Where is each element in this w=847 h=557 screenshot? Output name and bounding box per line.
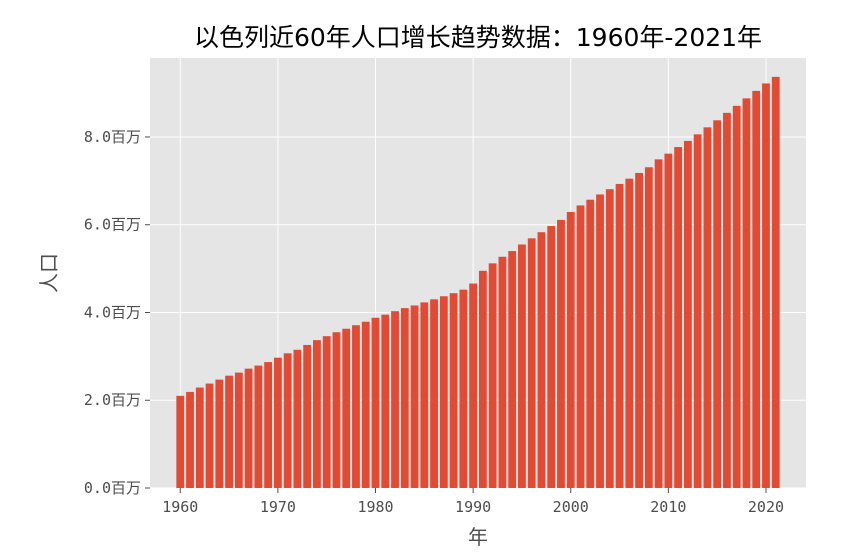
bar — [381, 314, 390, 488]
bar — [723, 112, 731, 489]
x-tick-label: 1970 — [260, 498, 296, 516]
bar — [605, 189, 614, 488]
bar — [586, 199, 595, 488]
bar — [215, 379, 224, 488]
bar — [635, 172, 643, 489]
bar — [391, 311, 399, 488]
bar — [332, 332, 341, 488]
bar — [234, 372, 243, 488]
bar — [498, 256, 507, 488]
x-tick-label: 1990 — [455, 498, 491, 516]
bar — [303, 344, 312, 488]
bar — [762, 83, 770, 489]
bar — [771, 76, 780, 489]
bar — [566, 212, 575, 489]
bar — [195, 387, 204, 488]
bar — [732, 105, 741, 488]
bar — [449, 293, 458, 488]
bar — [527, 238, 536, 488]
bar — [713, 120, 722, 488]
bar — [654, 159, 663, 488]
bar — [693, 134, 702, 489]
y-tick-label: 0.0百万 — [84, 479, 141, 497]
chart-title: 以色列近60年人口增长趋势数据：1960年-2021年 — [194, 23, 762, 52]
y-tick-label: 8.0百万 — [84, 128, 141, 146]
y-axis-ticks: 0.0百万 2.0百万 4.0百万 6.0百万 8.0百万 — [84, 128, 150, 497]
y-axis-label: 人口 — [37, 253, 61, 293]
bar — [508, 251, 517, 488]
bar — [596, 194, 604, 489]
bar — [537, 232, 546, 488]
bar — [244, 368, 253, 488]
bar — [664, 153, 673, 488]
x-tick-label: 1960 — [162, 498, 198, 516]
x-tick-label: 2010 — [650, 498, 686, 516]
bar — [342, 328, 351, 488]
bar — [400, 308, 409, 488]
bar — [283, 353, 292, 488]
y-tick-label: 6.0百万 — [84, 216, 141, 234]
bar — [371, 317, 380, 488]
bar — [293, 349, 302, 488]
bar — [254, 365, 263, 488]
bar — [644, 167, 653, 488]
bar — [576, 205, 585, 488]
bar — [273, 357, 282, 488]
bar — [703, 127, 712, 488]
bar — [186, 391, 194, 488]
x-tick-label: 2020 — [748, 498, 784, 516]
bar — [322, 336, 331, 488]
x-tick-label: 2000 — [553, 498, 589, 516]
x-axis-label: 年 — [468, 525, 488, 549]
x-axis-ticks: 1960 1970 1980 1990 2000 2010 2020 — [162, 488, 784, 516]
bar — [518, 244, 526, 488]
bar — [625, 178, 634, 488]
bar — [313, 340, 321, 488]
bar — [674, 147, 683, 489]
bar — [225, 375, 233, 488]
bars — [176, 76, 780, 489]
bar — [478, 270, 487, 488]
bar — [615, 183, 624, 488]
bar — [742, 98, 751, 489]
x-tick-label: 1980 — [357, 498, 393, 516]
y-tick-label: 4.0百万 — [84, 303, 141, 321]
bar — [439, 296, 448, 488]
bar — [752, 90, 761, 488]
bar — [361, 321, 370, 488]
bar — [557, 219, 565, 489]
bar — [264, 362, 273, 488]
bar — [205, 383, 214, 488]
bar — [459, 289, 468, 488]
bar — [683, 140, 692, 488]
bar — [547, 226, 556, 488]
y-tick-label: 2.0百万 — [84, 391, 141, 409]
bar — [410, 305, 419, 488]
bar — [420, 302, 429, 488]
bar — [469, 283, 478, 488]
bar — [430, 299, 438, 488]
bar — [352, 325, 360, 488]
bar — [176, 395, 185, 488]
bar — [488, 263, 497, 488]
